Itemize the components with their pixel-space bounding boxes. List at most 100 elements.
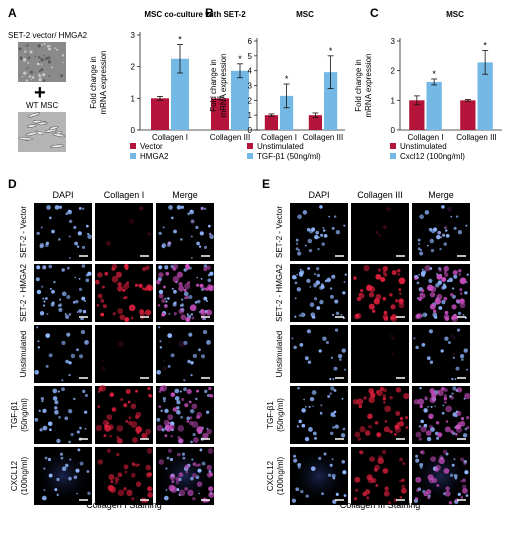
nucleus (333, 388, 337, 392)
nucleus (159, 346, 163, 349)
nucleus (165, 300, 168, 303)
stain-signal (429, 424, 433, 429)
stain-signal (391, 270, 397, 276)
stain-signal (425, 430, 432, 436)
stain-signal (108, 424, 114, 430)
stain-signal (108, 473, 115, 480)
stain-signal (456, 410, 462, 416)
stain-signal (375, 390, 380, 394)
nucleus (79, 461, 84, 466)
y-axis-label: Fold change inmRNA expression (354, 53, 373, 117)
nucleus (335, 492, 339, 496)
micrograph-background (34, 386, 92, 444)
stain-signal (101, 359, 105, 363)
nucleus (51, 289, 55, 294)
stain-signal (383, 310, 387, 314)
nucleus (162, 396, 167, 401)
stain-signal (102, 285, 105, 289)
stain-signal (389, 333, 394, 339)
nucleus (451, 463, 455, 467)
cell-dot (42, 79, 46, 82)
nucleus (459, 353, 465, 359)
nucleus (304, 356, 309, 361)
nucleus (429, 360, 434, 364)
plus-symbol: + (34, 82, 46, 104)
bar-unstimulated (308, 115, 322, 130)
nucleus (78, 287, 83, 292)
nucleus (303, 398, 306, 401)
stain-signal (436, 273, 443, 280)
stain-signal (439, 233, 442, 237)
stain-signal (382, 468, 389, 474)
nucleus (164, 408, 169, 414)
nucleus (168, 313, 171, 316)
stain-signal (135, 481, 142, 487)
nucleus (180, 205, 185, 209)
nucleus (320, 233, 324, 237)
stain-signal (365, 284, 373, 292)
stain-signal (207, 448, 214, 454)
stain-signal (141, 287, 145, 291)
row-label: SET-2 - Vector (275, 206, 284, 258)
stain-signal (175, 481, 179, 485)
nucleus (164, 297, 167, 300)
nucleus (180, 415, 183, 419)
nucleus (41, 285, 44, 288)
category-label: Collagen I (407, 133, 443, 142)
chart-title: MSC (296, 10, 314, 19)
stain-signal (172, 267, 177, 271)
micrograph-background (95, 447, 153, 505)
cell-dot (47, 60, 52, 64)
stain-signal (369, 456, 375, 462)
nucleus (331, 473, 336, 478)
panel-label-e: E (262, 177, 270, 191)
row-label-line: TGF-β1 (266, 401, 275, 429)
nucleus (70, 353, 76, 359)
stain-signal (141, 317, 144, 320)
stain-signal (435, 420, 440, 425)
nucleus (195, 397, 198, 401)
nucleus (451, 377, 454, 381)
stain-signal (132, 437, 138, 443)
nucleus (421, 342, 426, 347)
nucleus (330, 412, 336, 417)
nucleus (465, 494, 469, 497)
stain-signal (97, 459, 104, 465)
stain-signal (428, 413, 434, 419)
stain-signal (161, 312, 166, 317)
nucleus (329, 377, 332, 381)
stain-signal (141, 432, 148, 440)
micrograph-collagen-iii (351, 325, 409, 383)
stain-signal (399, 292, 402, 295)
stain-signal (445, 405, 453, 413)
bar-cxcl12 (477, 62, 493, 130)
stain-signal (125, 420, 129, 423)
stain-signal (139, 310, 146, 317)
stain-signal (355, 313, 359, 317)
nucleus (61, 387, 65, 392)
stain-signal (364, 489, 371, 495)
nucleus (422, 270, 427, 275)
nucleus (207, 278, 212, 283)
stain-signal (178, 489, 186, 497)
nucleus (429, 238, 435, 244)
nucleus (161, 244, 166, 249)
nucleus (200, 207, 204, 210)
stain-signal (455, 424, 461, 430)
micrograph-dapi (290, 264, 348, 322)
background-glow (34, 447, 92, 505)
stain-signal (127, 400, 131, 404)
nucleus (203, 296, 208, 301)
nucleus (322, 229, 326, 232)
nucleus (67, 209, 73, 215)
nucleus (187, 359, 191, 364)
cell-dot (26, 67, 29, 69)
stain-signal (378, 233, 381, 237)
nucleus (329, 287, 333, 290)
nucleus (192, 353, 198, 359)
cell-dot (40, 68, 44, 72)
significance-star: * (329, 46, 333, 56)
nucleus (49, 428, 52, 432)
nucleus (296, 242, 299, 245)
nucleus (42, 304, 46, 307)
